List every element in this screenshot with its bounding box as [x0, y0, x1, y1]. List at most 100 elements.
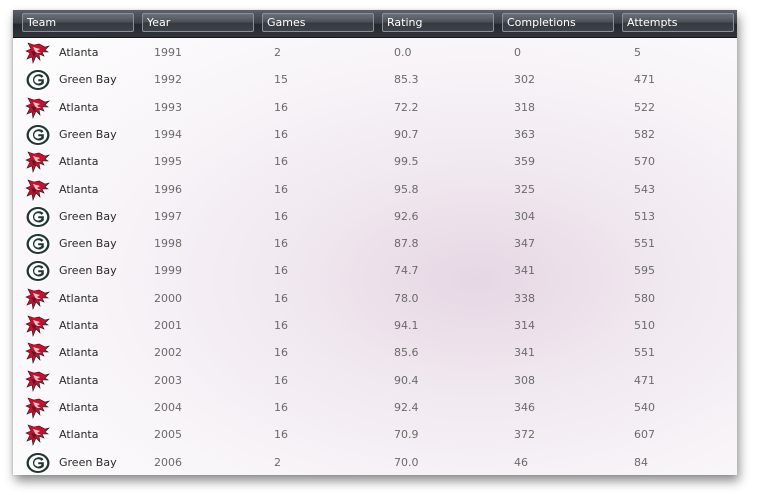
cell-team: Green Bay: [59, 73, 117, 87]
cell-team: Atlanta: [59, 373, 99, 387]
cell-attempts: 513: [634, 209, 655, 223]
cell-completions: 363: [514, 127, 535, 141]
cell-attempts: 570: [634, 155, 655, 169]
cell-games: 2: [274, 455, 281, 469]
cell-completions: 304: [514, 209, 535, 223]
cell-year: 2004: [154, 400, 182, 414]
column-header-attempts[interactable]: Attempts: [622, 13, 734, 32]
column-header-games[interactable]: Games: [262, 13, 374, 32]
cell-games: 16: [274, 237, 288, 251]
cell-rating: 70.0: [394, 455, 419, 469]
cell-rating: 78.0: [394, 291, 419, 305]
cell-games: 15: [274, 73, 288, 87]
cell-rating: 95.8: [394, 182, 419, 196]
cell-attempts: 543: [634, 182, 655, 196]
cell-attempts: 471: [634, 373, 655, 387]
cell-rating: 0.0: [394, 46, 412, 59]
column-header-team[interactable]: Team: [22, 13, 134, 32]
cell-year: 1995: [154, 155, 182, 169]
cell-games: 16: [274, 291, 288, 305]
cell-team: Atlanta: [59, 182, 99, 196]
table-row[interactable]: Atlanta 1995 16 99.5 359 570: [13, 148, 737, 175]
cell-team: Green Bay: [59, 209, 117, 223]
cell-year: 2006: [154, 455, 182, 469]
falcons-logo-icon: [25, 150, 51, 174]
cell-completions: 347: [514, 237, 535, 251]
packers-logo-icon: [25, 451, 51, 475]
cell-team: Atlanta: [59, 319, 99, 332]
packers-logo-icon: [25, 232, 51, 256]
column-header-completions[interactable]: Completions: [502, 13, 614, 32]
table-row[interactable]: Green Bay 1994 16 90.7 363 582: [13, 121, 737, 148]
table-row[interactable]: Green Bay 1992 15 85.3 302 471: [13, 66, 737, 93]
cell-completions: 308: [514, 373, 535, 387]
cell-completions: 0: [514, 46, 521, 59]
cell-games: 16: [274, 428, 288, 442]
cell-team: Atlanta: [59, 346, 99, 360]
cell-completions: 325: [514, 182, 535, 196]
cell-year: 1993: [154, 100, 182, 114]
table-row[interactable]: Green Bay 1999 16 74.7 341 595: [13, 257, 737, 284]
cell-attempts: 595: [634, 264, 655, 278]
table-row[interactable]: Green Bay 1998 16 87.8 347 551: [13, 230, 737, 257]
cell-completions: 341: [514, 346, 535, 360]
packers-logo-icon: [25, 68, 51, 92]
cell-games: 16: [274, 319, 288, 332]
table-row[interactable]: Green Bay 2006 2 70.0 46 84: [13, 449, 737, 476]
cell-team: Green Bay: [59, 127, 117, 141]
packers-logo-icon: [25, 205, 51, 229]
falcons-logo-icon: [25, 341, 51, 365]
column-header-rating[interactable]: Rating: [382, 13, 494, 32]
cell-rating: 92.4: [394, 400, 419, 414]
cell-team: Green Bay: [59, 264, 117, 278]
table-row[interactable]: Atlanta 2004 16 92.4 346 540: [13, 394, 737, 421]
cell-completions: 341: [514, 264, 535, 278]
cell-attempts: 510: [634, 319, 655, 332]
table-row[interactable]: Atlanta 2005 16 70.9 372 607: [13, 421, 737, 448]
table-row[interactable]: Atlanta 1993 16 72.2 318 522: [13, 94, 737, 121]
falcons-logo-icon: [25, 423, 51, 447]
cell-games: 16: [274, 346, 288, 360]
cell-rating: 70.9: [394, 428, 419, 442]
table-row[interactable]: Atlanta 1996 16 95.8 325 543: [13, 176, 737, 203]
cell-completions: 314: [514, 319, 535, 332]
cell-completions: 359: [514, 155, 535, 169]
table-row[interactable]: Atlanta 1991 2 0.0 0 5: [13, 39, 737, 66]
cell-team: Green Bay: [59, 237, 117, 251]
table-row[interactable]: Atlanta 2000 16 78.0 338 580: [13, 285, 737, 312]
cell-completions: 302: [514, 73, 535, 87]
cell-attempts: 522: [634, 100, 655, 114]
cell-rating: 85.3: [394, 73, 419, 87]
cell-completions: 318: [514, 100, 535, 114]
cell-attempts: 582: [634, 127, 655, 141]
cell-rating: 87.8: [394, 237, 419, 251]
cell-attempts: 607: [634, 428, 655, 442]
table-row[interactable]: Green Bay 1997 16 92.6 304 513: [13, 203, 737, 230]
cell-team: Atlanta: [59, 428, 99, 442]
column-header-year[interactable]: Year: [142, 13, 254, 32]
cell-team: Atlanta: [59, 400, 99, 414]
cell-games: 16: [274, 100, 288, 114]
cell-attempts: 551: [634, 237, 655, 251]
cell-rating: 85.6: [394, 346, 419, 360]
falcons-logo-icon: [25, 314, 51, 338]
cell-year: 1991: [154, 46, 182, 59]
grid-header: Team Year Games Rating Completions Attempts: [13, 10, 737, 38]
cell-games: 16: [274, 373, 288, 387]
cell-year: 1998: [154, 237, 182, 251]
cell-games: 16: [274, 209, 288, 223]
cell-rating: 72.2: [394, 100, 419, 114]
cell-rating: 90.4: [394, 373, 419, 387]
cell-attempts: 84: [634, 455, 648, 469]
cell-completions: 46: [514, 455, 528, 469]
cell-rating: 92.6: [394, 209, 419, 223]
cell-year: 2003: [154, 373, 182, 387]
cell-completions: 346: [514, 400, 535, 414]
table-row[interactable]: Atlanta 2001 16 94.1 314 510: [13, 312, 737, 339]
table-row[interactable]: Atlanta 2002 16 85.6 341 551: [13, 339, 737, 366]
packers-logo-icon: [25, 259, 51, 283]
cell-team: Atlanta: [59, 100, 99, 114]
cell-games: 16: [274, 182, 288, 196]
table-row[interactable]: Atlanta 2003 16 90.4 308 471: [13, 367, 737, 394]
cell-team: Atlanta: [59, 46, 99, 59]
